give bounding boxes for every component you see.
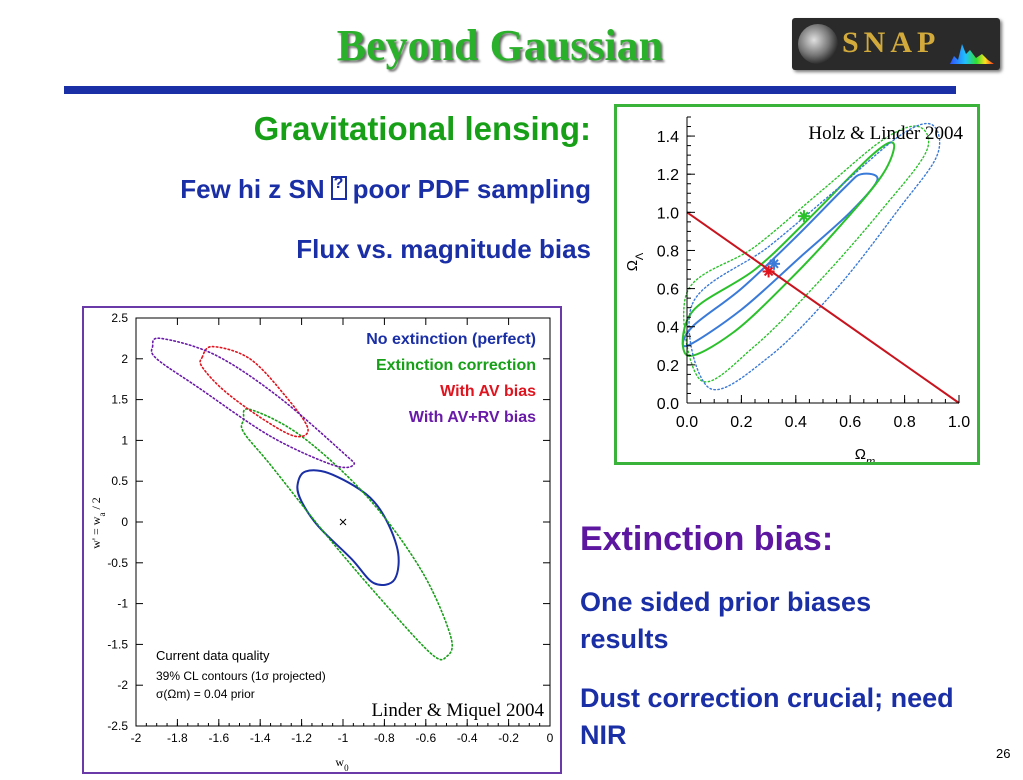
y-tick-label: 0.2 bbox=[657, 358, 679, 375]
contour-with-av-rv-bias bbox=[150, 337, 356, 469]
y-tick-label: 0.6 bbox=[657, 282, 679, 299]
y-tick-label: 1 bbox=[121, 433, 128, 447]
x-tick-label: -1 bbox=[338, 731, 349, 745]
note-prior: σ(Ωm) = 0.04 prior bbox=[156, 687, 255, 701]
figure-credit: Holz & Linder 2004 bbox=[808, 123, 963, 144]
y-axis-label: ΩΛ bbox=[624, 252, 646, 271]
best-fit-marker bbox=[768, 257, 781, 270]
lensing-point-bias: Flux vs. magnitude bias bbox=[296, 234, 591, 264]
omega-plane-plot: 0.0 0.2 0.4 0.6 0.8 1.0 0.0 0.2 0.4 0.6 0.8 1.0 1.2 1… bbox=[624, 116, 970, 468]
x-tick-label: -1.2 bbox=[291, 731, 312, 745]
best-fit-marker bbox=[762, 265, 775, 278]
x-axis-label: w0 bbox=[335, 755, 349, 772]
contour-extinction-correction bbox=[240, 408, 454, 661]
y-tick-label: -2 bbox=[117, 678, 128, 692]
lensing-heading: Gravitational lensing: bbox=[253, 110, 591, 147]
x-tick-label: -1.4 bbox=[250, 731, 271, 745]
y-tick-label: 1.5 bbox=[111, 393, 128, 407]
snap-logo: SNAP bbox=[792, 18, 1000, 70]
flat-universe-line bbox=[686, 211, 960, 404]
x-tick-label: -0.2 bbox=[498, 731, 519, 745]
x-tick-label: -0.6 bbox=[415, 731, 436, 745]
contour-no-extinction-perfect- bbox=[296, 469, 400, 587]
title-divider bbox=[64, 86, 956, 94]
y-tick-label: 2 bbox=[121, 352, 128, 366]
fiducial-marker bbox=[339, 518, 347, 526]
x-tick-label: -1.8 bbox=[167, 731, 188, 745]
x-tick-label: 1.0 bbox=[948, 414, 970, 431]
y-tick-label: 0 bbox=[121, 515, 128, 529]
arrow-glyph-icon bbox=[330, 175, 347, 200]
x-tick-label: 0.4 bbox=[785, 414, 807, 431]
legend-entry: Extinction correction bbox=[376, 357, 536, 374]
w0-wprime-figure: -2 -1.8 -1.6 -1.4 -1.2 -1 -0.8 -0.6 -0.4 -0.2 0 2.5… bbox=[82, 306, 562, 774]
note-contour-level: 39% CL contours (1σ projected) bbox=[156, 669, 326, 683]
y-tick-label: -1.5 bbox=[107, 637, 128, 651]
y-tick-label: 1.2 bbox=[657, 167, 679, 184]
slide-title: Beyond Gaussian bbox=[336, 21, 664, 70]
y-tick-label: -2.5 bbox=[107, 719, 128, 733]
legend-entry: With AV bias bbox=[440, 383, 536, 400]
x-axis-label: Ωm bbox=[855, 446, 875, 462]
y-tick-label: 0.5 bbox=[111, 474, 128, 488]
x-tick-label: 0 bbox=[547, 731, 554, 745]
x-tick-label: 0.6 bbox=[839, 414, 861, 431]
extinction-point-dust: Dust correction crucial; need NIR bbox=[580, 683, 954, 750]
legend-entry: No extinction (perfect) bbox=[366, 331, 536, 348]
x-tick-label: 0.8 bbox=[893, 414, 915, 431]
omega-plane-figure: 0.0 0.2 0.4 0.6 0.8 1.0 0.0 0.2 0.4 0.6 0.8 1.0 1.2 1… bbox=[614, 104, 980, 468]
logo-text: SNAP bbox=[842, 26, 941, 59]
extinction-heading: Extinction bias: bbox=[580, 520, 834, 558]
x-tick-label: -2 bbox=[131, 731, 142, 745]
figure-credit: Linder & Miquel 2004 bbox=[371, 700, 544, 721]
x-tick-label: 0.2 bbox=[730, 414, 752, 431]
y-axis-label: w' = wa / 2 bbox=[89, 497, 107, 549]
lensing-point-pre: Few hi z SN bbox=[180, 174, 325, 204]
y-tick-label: 1.0 bbox=[657, 205, 679, 222]
note-data-quality: Current data quality bbox=[156, 648, 270, 663]
x-tick-label: -0.8 bbox=[374, 731, 395, 745]
spectrum-icon bbox=[950, 44, 994, 64]
y-tick-label: 2.5 bbox=[111, 311, 128, 325]
x-tick-label: -1.6 bbox=[208, 731, 229, 745]
contour-outer-green bbox=[683, 125, 930, 383]
y-tick-label: 0.0 bbox=[657, 396, 679, 413]
slide-number: 26 bbox=[996, 746, 1011, 761]
contour-middle bbox=[681, 141, 896, 357]
galaxy-icon bbox=[798, 24, 838, 64]
best-fit-marker bbox=[797, 210, 810, 223]
x-tick-label: -0.4 bbox=[457, 731, 478, 745]
y-tick-label: -0.5 bbox=[107, 556, 128, 570]
x-tick-label: 0.0 bbox=[676, 414, 698, 431]
contour-with-av-bias bbox=[199, 345, 309, 438]
legend-entry: With AV+RV bias bbox=[409, 409, 536, 426]
contour-inner bbox=[681, 172, 879, 348]
contour-outer-blue bbox=[688, 122, 941, 391]
y-tick-label: 0.8 bbox=[657, 243, 679, 260]
lensing-point-sampling: Few hi z SN poor PDF sampling bbox=[180, 174, 591, 205]
lensing-point-post: poor PDF sampling bbox=[352, 174, 591, 204]
extinction-point-prior: One sided prior biases results bbox=[580, 587, 872, 654]
y-tick-label: 0.4 bbox=[657, 320, 679, 337]
y-tick-label: 1.4 bbox=[657, 129, 679, 146]
y-tick-label: -1 bbox=[117, 597, 128, 611]
w0-wprime-plot: -2 -1.8 -1.6 -1.4 -1.2 -1 -0.8 -0.6 -0.4 -0.2 0 2.5… bbox=[89, 311, 554, 773]
